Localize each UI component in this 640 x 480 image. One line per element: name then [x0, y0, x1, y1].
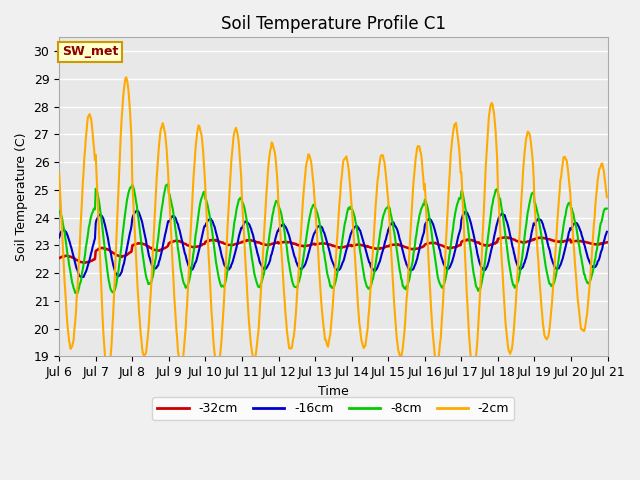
Text: SW_met: SW_met — [62, 45, 118, 58]
Legend: -32cm, -16cm, -8cm, -2cm: -32cm, -16cm, -8cm, -2cm — [152, 397, 515, 420]
X-axis label: Time: Time — [318, 384, 349, 397]
Title: Soil Temperature Profile C1: Soil Temperature Profile C1 — [221, 15, 446, 33]
Y-axis label: Soil Temperature (C): Soil Temperature (C) — [15, 132, 28, 261]
